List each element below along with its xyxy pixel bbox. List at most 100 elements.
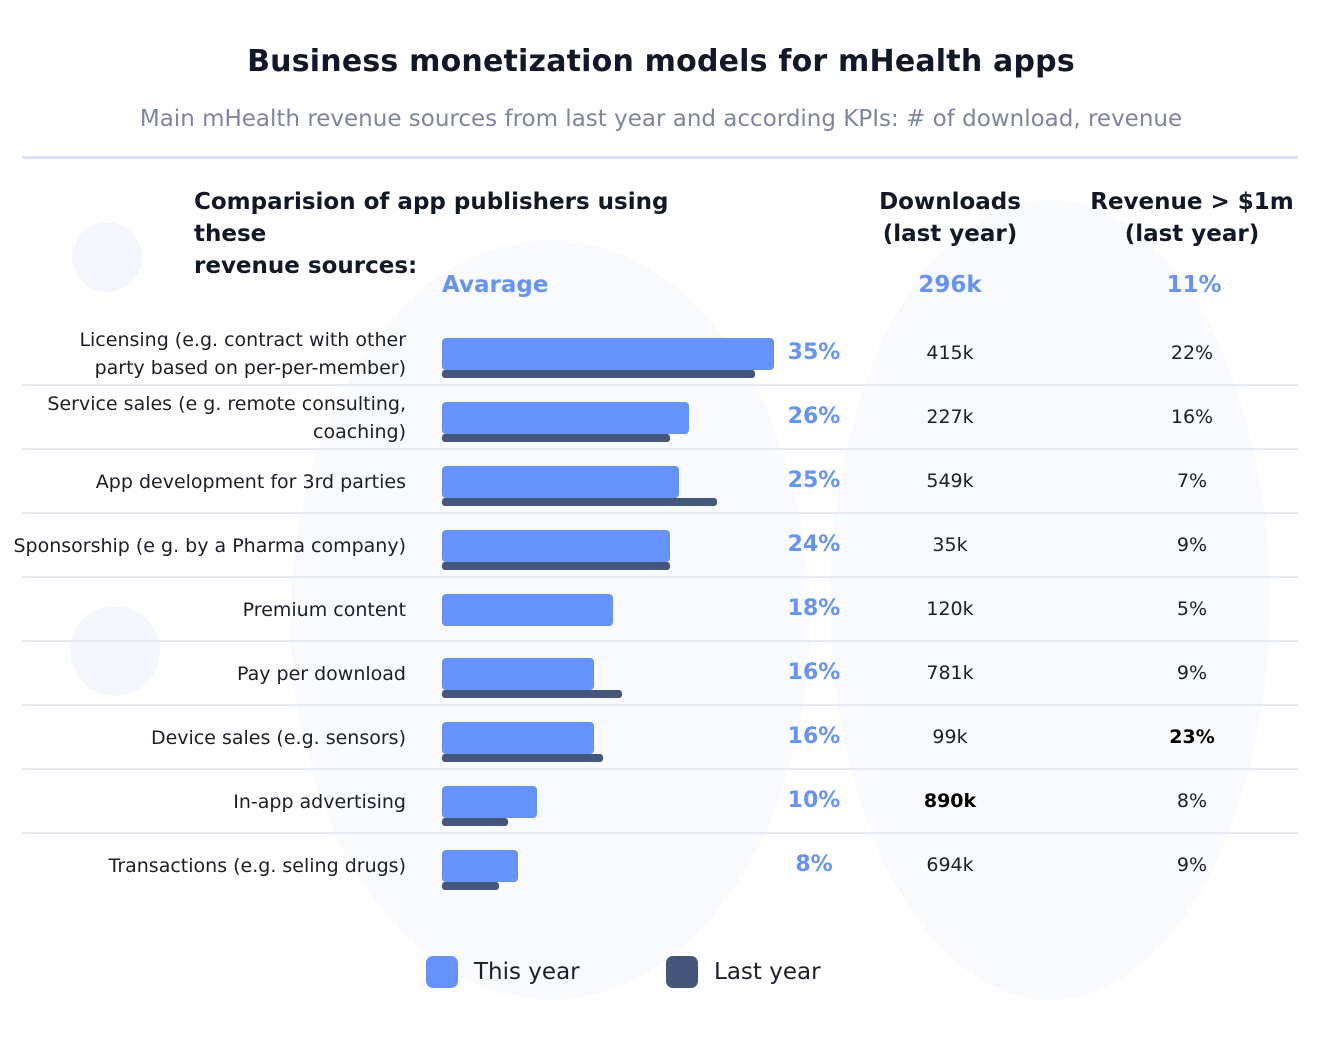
row-label: In-app advertising [6,770,406,834]
table-row: Transactions (e.g. seling drugs) 8% 694k 9% [22,834,1298,898]
column-header-downloads-line2: (last year) [882,221,1018,247]
row-label-line: In-app advertising [233,791,406,813]
row-label: Transactions (e.g. seling drugs) [6,834,407,898]
row-label-line: Pay per download [236,663,406,685]
row-label-line: Device sales (e.g. sensors) [150,727,406,749]
revenue-cell: 8% [1176,790,1208,812]
row-label: App development for 3rd parties [6,450,406,514]
column-header-revenue: Revenue > $1m (last year) [1082,186,1302,250]
revenue-cell: 9% [1176,534,1208,556]
background-blob [830,200,1270,1000]
row-divider [22,576,1298,578]
legend-swatch-last-year [666,956,698,988]
page-subtitle: Main mHealth revenue sources from last y… [139,106,1183,132]
row-label-text: In-app advertising [233,788,406,816]
downloads-cell: 227k [926,406,974,428]
column-header-sources-line2: revenue sources: [194,253,418,279]
row-label: Device sales (e.g. sensors) [6,706,406,770]
bar-this-year [442,850,518,882]
downloads-cell: 415k [926,342,974,364]
bar-last-year [442,370,756,378]
legend-label-last-year: Last year [714,959,821,985]
bar-this-year [442,722,594,754]
bar-value-label: 24% [787,532,841,557]
downloads-cell: 890k [923,790,977,812]
downloads-cell: 549k [926,470,974,492]
row-label-line: Premium content [242,599,406,621]
downloads-cell: 99k [932,726,968,748]
table-row: Service sales (e g. remote consulting, co… [22,386,1298,450]
bar-last-year [442,882,499,890]
table-row: Device sales (e.g. sensors) 16% 99k 23% [22,706,1298,770]
bar-last-year [442,690,623,698]
bar-value-label: 26% [787,404,841,429]
bar-this-year [442,466,680,498]
average-revenue: 11% [1166,272,1222,298]
bar-value-label: 16% [787,724,841,749]
row-label-line: Sponsorship (e g. by a Pharma company) [13,535,406,557]
bar-last-year [442,562,670,570]
average-label: Avarage [442,272,549,298]
page-title: Business monetization models for mHealth… [247,44,1075,79]
row-label-line: party based on per-per-member) [94,357,406,379]
bar-this-year [442,402,689,434]
row-label-line: Transactions (e.g. seling drugs) [108,855,407,877]
bar-value-label: 8% [795,852,833,877]
downloads-cell: 694k [926,854,974,876]
legend-last-year: Last year [666,956,821,988]
legend-this-year: This year [426,956,580,988]
bar-last-year [442,818,509,826]
row-label: Service sales (e g. remote consulting, co… [6,386,406,450]
revenue-cell: 9% [1176,662,1208,684]
row-label-text: Sponsorship (e g. by a Pharma company) [13,532,406,560]
downloads-cell: 120k [926,598,974,620]
bar-this-year [442,530,670,562]
row-label: Sponsorship (e g. by a Pharma company) [6,514,406,578]
row-divider [22,448,1298,450]
row-label-line: coaching) [313,421,406,443]
row-label: Premium content [6,578,406,642]
bar-value-label: 10% [787,788,841,813]
downloads-cell: 35k [932,534,968,556]
revenue-cell: 7% [1176,470,1208,492]
bar-value-label: 25% [787,468,841,493]
column-header-revenue-line1: Revenue > $1m [1090,189,1294,215]
row-divider [22,512,1298,514]
row-label: Pay per download [6,642,406,706]
row-label-text: Pay per download [237,660,406,688]
row-label-text: Licensing (e.g. contract with other party… [79,326,406,382]
row-label-line: App development for 3rd parties [95,471,406,493]
header-divider [22,156,1298,159]
table-row: Licensing (e.g. contract with other party… [22,322,1298,386]
legend-swatch-this-year [426,956,458,988]
table-row: Premium content 18% 120k 5% [22,578,1298,642]
row-divider [22,768,1298,770]
row-label-line: Licensing (e.g. contract with other [79,329,406,351]
bar-this-year [442,658,594,690]
row-label-text: Premium content [243,596,406,624]
table-row: In-app advertising 10% 890k 8% [22,770,1298,834]
revenue-cell: 5% [1176,598,1208,620]
bar-this-year [442,594,613,626]
bar-last-year [442,754,604,762]
column-header-revenue-line2: (last year) [1124,221,1260,247]
row-label-line: Service sales (e g. remote consulting, [47,393,406,415]
column-header-downloads: Downloads (last year) [850,186,1050,250]
background-blob [72,222,142,292]
average-downloads: 296k [918,272,982,298]
column-header-sources: Comparision of app publishers using thes… [194,186,714,282]
row-label-text: Transactions (e.g. seling drugs) [109,852,407,880]
revenue-cell: 23% [1169,726,1215,748]
downloads-cell: 781k [926,662,974,684]
table-row: Sponsorship (e g. by a Pharma company) 24… [13,514,1298,578]
bar-last-year [442,434,670,442]
row-divider [22,832,1298,834]
bar-value-label: 16% [787,660,841,685]
row-label-text: Device sales (e.g. sensors) [151,724,406,752]
revenue-cell: 9% [1176,854,1208,876]
bar-this-year [442,338,774,370]
column-header-sources-line1: Comparision of app publishers using thes… [194,189,669,247]
row-divider [22,384,1298,386]
revenue-cell: 22% [1170,342,1214,364]
